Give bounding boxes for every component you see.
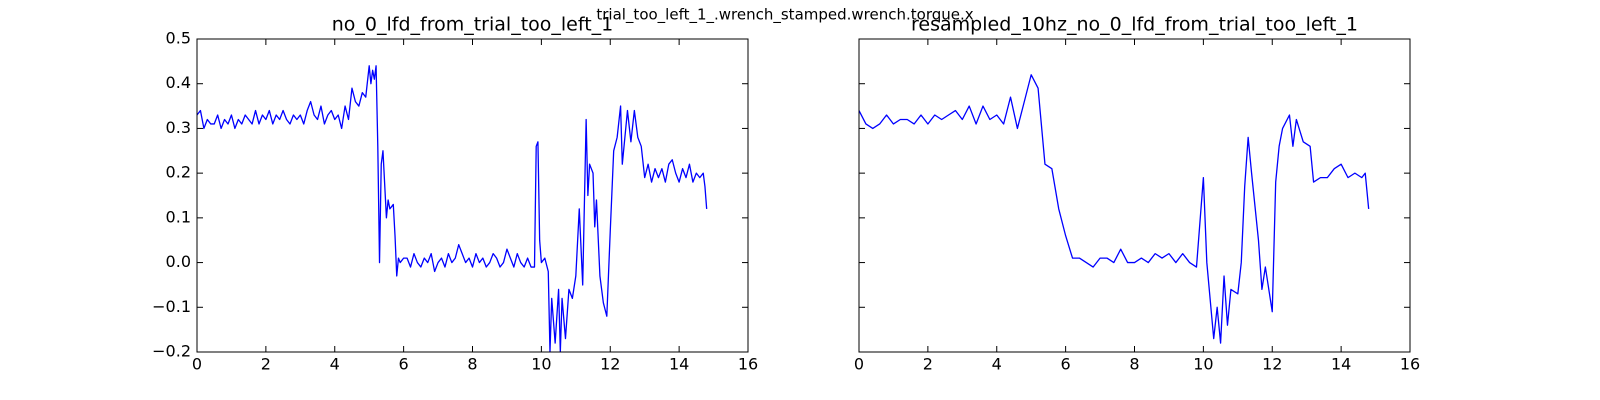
x-tick-label: 0	[192, 355, 202, 374]
x-tick-label: 14	[1331, 355, 1351, 374]
y-tick-label: 0.4	[166, 73, 191, 92]
y-tick-label: 0.1	[166, 207, 191, 226]
y-tick-label: −0.1	[152, 297, 191, 316]
x-tick-label: 16	[1400, 355, 1420, 374]
axes-title: resampled_10hz_no_0_lfd_from_trial_too_l…	[911, 14, 1358, 36]
x-tick-label: 4	[992, 355, 1002, 374]
x-tick-label: 6	[1061, 355, 1071, 374]
axes-frame	[196, 38, 749, 353]
x-tick-label: 12	[1262, 355, 1282, 374]
x-tick-label: 14	[669, 355, 689, 374]
axes-frame	[858, 38, 1411, 353]
x-tick-label: 6	[399, 355, 409, 374]
x-tick-label: 2	[261, 355, 271, 374]
x-tick-label: 2	[923, 355, 933, 374]
x-tick-label: 8	[1129, 355, 1139, 374]
x-tick-label: 16	[738, 355, 758, 374]
y-tick-label: 0.2	[166, 163, 191, 182]
data-line	[197, 65, 708, 352]
y-tick-label: −0.2	[152, 342, 191, 361]
figure-title: trial_too_left_1_.wrench_stamped.wrench.…	[596, 6, 973, 25]
y-tick-label: 0.3	[166, 118, 191, 137]
x-tick-label: 10	[1193, 355, 1213, 374]
axes-title: no_0_lfd_from_trial_too_left_1	[332, 14, 614, 36]
data-line	[859, 74, 1370, 344]
x-tick-label: 0	[854, 355, 864, 374]
x-tick-label: 4	[330, 355, 340, 374]
x-tick-label: 10	[531, 355, 551, 374]
y-tick-label: 0.0	[166, 252, 191, 271]
x-tick-label: 8	[467, 355, 477, 374]
y-tick-label: 0.5	[166, 29, 191, 48]
x-tick-label: 12	[600, 355, 620, 374]
